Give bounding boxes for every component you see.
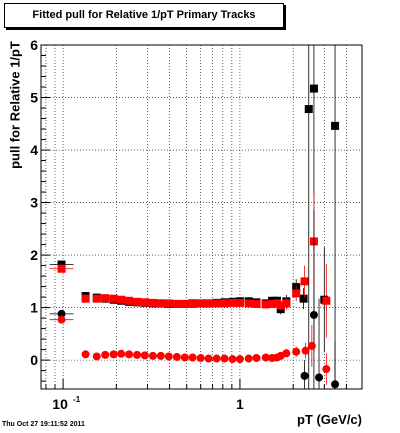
data-markers [49, 45, 340, 389]
data-point-square [282, 299, 291, 308]
data-point-circle [212, 354, 221, 363]
data-point-circle [261, 353, 270, 362]
data-point-circle [172, 352, 181, 361]
data-point-square [252, 299, 261, 308]
data-point-square [81, 294, 90, 303]
data-point-square [309, 84, 318, 93]
data-point-square [292, 289, 301, 298]
data-point-circle [244, 354, 253, 363]
axes: 0 1 2 3 4 5 6 10 -1 1 [30, 37, 363, 412]
data-point-circle [196, 354, 205, 363]
data-point-circle [109, 350, 118, 359]
data-point-circle [140, 351, 149, 360]
data-point-circle [301, 346, 310, 355]
data-point-circle [315, 373, 324, 382]
data-point-circle [309, 310, 318, 319]
data-point-square [322, 296, 331, 305]
y-tick-label: 6 [30, 37, 38, 53]
x-tick-label: 10 [52, 396, 68, 412]
data-point-square [57, 264, 66, 273]
y-tick-label: 3 [30, 195, 38, 211]
data-point-square [204, 299, 213, 308]
data-point-square [244, 299, 253, 308]
y-tick-label: 4 [30, 142, 38, 158]
data-point-square [57, 260, 66, 269]
data-point-square [228, 298, 237, 307]
y-axis-label: pull for Relative 1/pT [7, 41, 23, 169]
data-point-square [212, 299, 221, 308]
data-point-circle [125, 350, 134, 359]
data-point-square [300, 277, 309, 286]
data-point-circle [235, 355, 244, 364]
x-axis-label: pT (GeV/c) [296, 412, 362, 427]
data-point-circle [92, 352, 101, 361]
y-tick-label: 5 [30, 90, 38, 106]
data-point-circle [57, 309, 66, 318]
data-point-square [188, 299, 197, 308]
data-point-square [92, 294, 101, 303]
data-point-circle [292, 347, 301, 356]
data-point-square [304, 105, 313, 114]
data-point-square [156, 299, 165, 308]
data-point-circle [117, 349, 126, 358]
y-tick-label: 0 [30, 352, 38, 368]
data-point-square [164, 299, 173, 308]
x-tick-label: 1 [236, 396, 244, 412]
data-point-circle [57, 315, 66, 324]
data-point-square [220, 299, 229, 308]
y-tick-label: 1 [30, 300, 38, 316]
data-point-square [196, 299, 205, 308]
data-point-circle [81, 350, 90, 359]
data-point-circle [228, 355, 237, 364]
data-point-square [299, 294, 308, 303]
data-point-square [180, 299, 189, 308]
chart-title: Fitted pull for Relative 1/pT Primary Tr… [4, 3, 284, 28]
data-point-square [101, 294, 110, 303]
data-point-circle [180, 353, 189, 362]
data-point-square [331, 121, 340, 130]
data-point-square [140, 298, 149, 307]
data-point-circle [148, 351, 157, 360]
data-point-circle [133, 350, 142, 359]
data-point-square [117, 295, 126, 304]
timestamp: Thu Oct 27 19:11:52 2011 [2, 421, 85, 428]
data-point-square [261, 300, 270, 309]
data-point-square [109, 294, 118, 303]
data-point-square [148, 298, 157, 307]
data-point-circle [252, 354, 261, 363]
x-tick-exponent: -1 [73, 395, 81, 404]
data-point-circle [300, 371, 309, 380]
data-point-circle [220, 354, 229, 363]
data-point-square [276, 301, 285, 310]
y-tick-label: 2 [30, 247, 38, 263]
data-point-square [268, 299, 277, 308]
data-point-circle [164, 352, 173, 361]
data-point-square [235, 298, 244, 307]
data-point-circle [307, 341, 316, 350]
data-point-square [172, 299, 181, 308]
data-point-square [133, 297, 142, 306]
data-point-square [125, 296, 134, 305]
data-point-circle [101, 350, 110, 359]
plot-frame [40, 44, 363, 390]
data-point-circle [204, 354, 213, 363]
data-point-circle [282, 349, 291, 358]
data-point-circle [156, 351, 165, 360]
data-point-circle [322, 365, 331, 374]
data-point-circle [188, 353, 197, 362]
data-point-circle [331, 380, 340, 389]
